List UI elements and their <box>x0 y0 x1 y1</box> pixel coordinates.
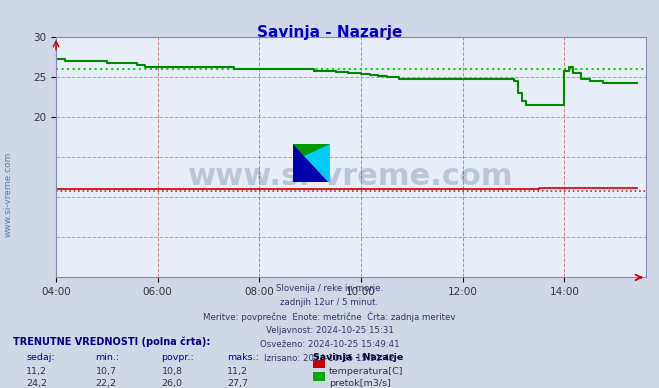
Text: Savinja - Nazarje: Savinja - Nazarje <box>313 353 403 362</box>
Polygon shape <box>293 144 330 182</box>
Text: www.si-vreme.com: www.si-vreme.com <box>188 162 513 191</box>
Polygon shape <box>304 144 330 182</box>
Text: Slovenija / reke in morje.: Slovenija / reke in morje. <box>276 284 383 293</box>
Text: min.:: min.: <box>96 353 120 362</box>
Text: 10,8: 10,8 <box>161 367 183 376</box>
Text: temperatura[C]: temperatura[C] <box>329 367 403 376</box>
Text: 11,2: 11,2 <box>227 367 248 376</box>
Text: 24,2: 24,2 <box>26 379 47 388</box>
Text: pretok[m3/s]: pretok[m3/s] <box>329 379 391 388</box>
Text: zadnjih 12ur / 5 minut.: zadnjih 12ur / 5 minut. <box>281 298 378 307</box>
Text: Izrisano: 2024-10-25 15:51:42: Izrisano: 2024-10-25 15:51:42 <box>264 354 395 363</box>
Text: 22,2: 22,2 <box>96 379 117 388</box>
Text: www.si-vreme.com: www.si-vreme.com <box>3 151 13 237</box>
Text: 27,7: 27,7 <box>227 379 248 388</box>
Text: 11,2: 11,2 <box>26 367 47 376</box>
Text: povpr.:: povpr.: <box>161 353 194 362</box>
Text: TRENUTNE VREDNOSTI (polna črta):: TRENUTNE VREDNOSTI (polna črta): <box>13 337 211 347</box>
Polygon shape <box>293 144 330 155</box>
Text: Veljavnost: 2024-10-25 15:31: Veljavnost: 2024-10-25 15:31 <box>266 326 393 335</box>
Text: maks.:: maks.: <box>227 353 259 362</box>
Text: Meritve: povprečne  Enote: metrične  Črta: zadnja meritev: Meritve: povprečne Enote: metrične Črta:… <box>203 312 456 322</box>
Polygon shape <box>293 144 330 182</box>
Text: 10,7: 10,7 <box>96 367 117 376</box>
Text: sedaj:: sedaj: <box>26 353 55 362</box>
Text: 26,0: 26,0 <box>161 379 183 388</box>
Text: Savinja - Nazarje: Savinja - Nazarje <box>257 25 402 40</box>
Text: Osveženo: 2024-10-25 15:49:41: Osveženo: 2024-10-25 15:49:41 <box>260 340 399 349</box>
